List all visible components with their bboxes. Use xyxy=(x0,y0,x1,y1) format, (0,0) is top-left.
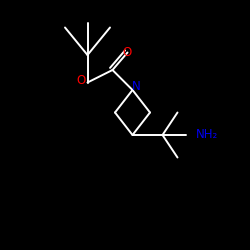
Text: O: O xyxy=(76,74,86,86)
Text: N: N xyxy=(132,80,140,93)
Text: O: O xyxy=(123,46,132,59)
Text: NH₂: NH₂ xyxy=(196,128,218,141)
